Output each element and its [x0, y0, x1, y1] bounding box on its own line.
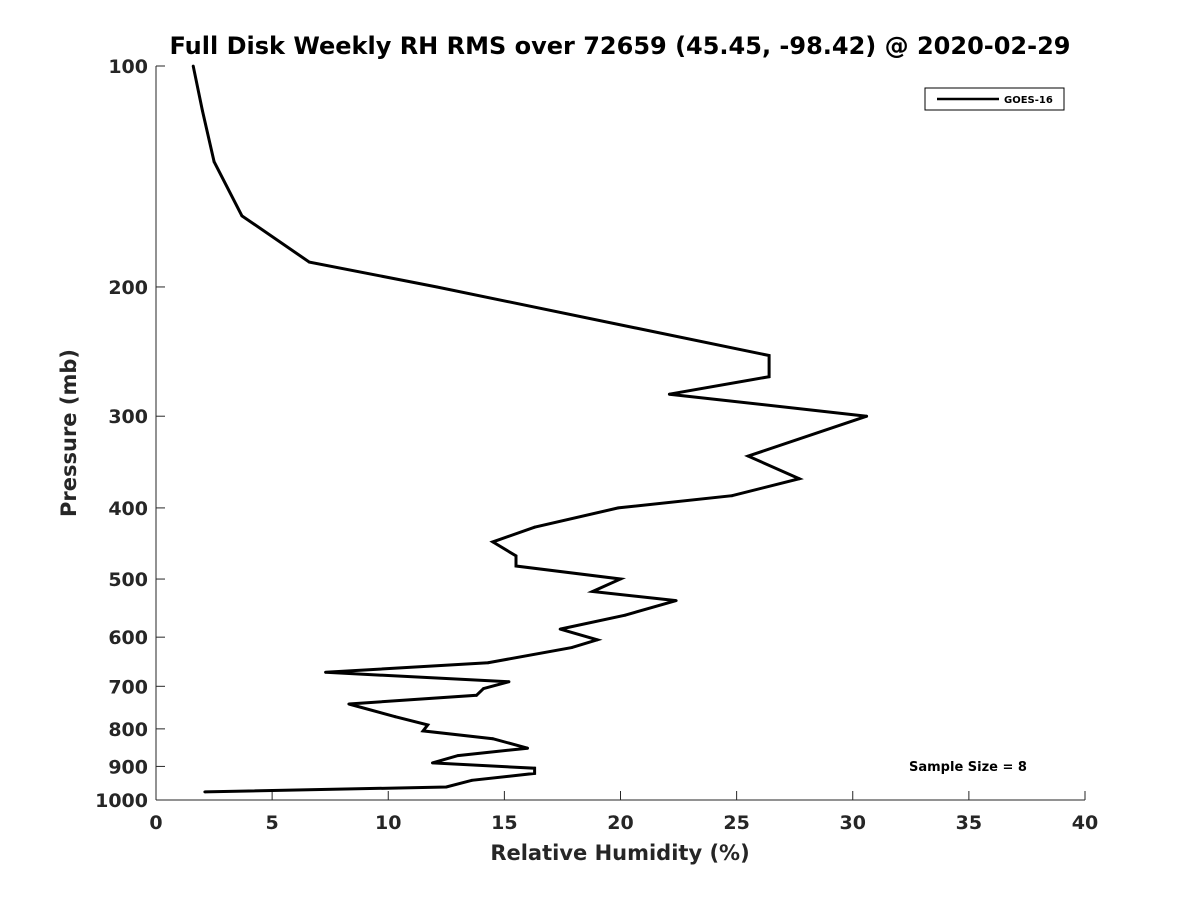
- y-tick-label: 900: [108, 756, 148, 778]
- data-point: [203, 790, 207, 794]
- data-point: [307, 260, 311, 264]
- data-point: [865, 414, 869, 418]
- data-point: [674, 599, 678, 602]
- data-point: [393, 715, 397, 719]
- data-point: [746, 454, 750, 458]
- data-point: [595, 638, 599, 642]
- x-axis-label: Relative Humidity (%): [490, 841, 749, 865]
- x-tick-label: 10: [375, 812, 401, 834]
- data-point: [421, 729, 425, 733]
- data-point: [444, 785, 448, 789]
- data-point: [767, 375, 771, 379]
- data-point: [533, 525, 536, 529]
- x-axis-ticks: 0 5 10 15 20 25 30 35 40: [149, 791, 1098, 834]
- x-tick-label: 20: [607, 812, 633, 834]
- data-point: [533, 766, 536, 770]
- legend: GOES-16: [924, 87, 1065, 111]
- x-tick-label: 35: [956, 812, 982, 834]
- data-point: [616, 506, 620, 510]
- data-point: [507, 680, 511, 684]
- legend-label-goes-16: GOES-16: [1004, 95, 1053, 106]
- y-tick-label: 800: [108, 719, 148, 741]
- data-point: [324, 670, 327, 674]
- y-tick-label: 200: [108, 277, 148, 299]
- data-point: [514, 554, 518, 558]
- data-point: [470, 778, 474, 782]
- data-point: [570, 646, 574, 649]
- series-layer: [191, 64, 869, 794]
- data-point: [486, 661, 490, 665]
- data-point: [514, 564, 518, 568]
- sample-size-annotation: Sample Size = 8: [909, 760, 1027, 775]
- x-tick-label: 15: [491, 812, 517, 834]
- data-point: [482, 687, 485, 690]
- data-point: [475, 693, 478, 697]
- x-tick-label: 0: [149, 812, 162, 834]
- data-point: [667, 392, 671, 396]
- data-point: [591, 590, 594, 593]
- data-point: [533, 772, 536, 775]
- data-point: [558, 627, 562, 631]
- data-point: [426, 723, 430, 727]
- y-axis-ticks: 100 200 300 400 500 600 700 800 900 1000: [95, 56, 165, 812]
- data-point: [767, 354, 771, 357]
- y-tick-label: 400: [108, 498, 148, 520]
- data-point: [435, 285, 439, 289]
- y-tick-label: 1000: [95, 790, 148, 812]
- data-point: [347, 702, 351, 706]
- data-point: [456, 754, 460, 757]
- x-tick-label: 5: [266, 812, 279, 834]
- data-point: [431, 761, 434, 765]
- data-point: [619, 577, 622, 581]
- chart-title: Full Disk Weekly RH RMS over 72659 (45.4…: [169, 32, 1070, 60]
- y-tick-label: 300: [108, 406, 148, 428]
- plot-area: 0 5 10 15 20 25 30 35 40 100 200 300 400 500 600 700 80…: [95, 56, 1098, 834]
- data-point: [623, 613, 627, 617]
- data-point: [191, 64, 195, 68]
- data-point: [491, 737, 495, 741]
- y-tick-label: 500: [108, 569, 148, 591]
- x-tick-label: 30: [840, 812, 866, 834]
- x-tick-label: 40: [1072, 812, 1098, 834]
- y-tick-label: 100: [108, 56, 148, 78]
- data-point: [797, 477, 801, 481]
- y-tick-label: 700: [108, 676, 148, 698]
- data-point: [730, 494, 734, 498]
- data-point: [240, 214, 244, 218]
- data-point: [526, 746, 529, 750]
- data-point: [201, 109, 204, 112]
- series-points: [191, 64, 869, 794]
- data-point: [491, 540, 495, 544]
- y-tick-label: 600: [108, 627, 148, 649]
- y-axis-label: Pressure (mb): [57, 349, 81, 517]
- data-point: [212, 160, 216, 164]
- x-tick-label: 25: [723, 812, 749, 834]
